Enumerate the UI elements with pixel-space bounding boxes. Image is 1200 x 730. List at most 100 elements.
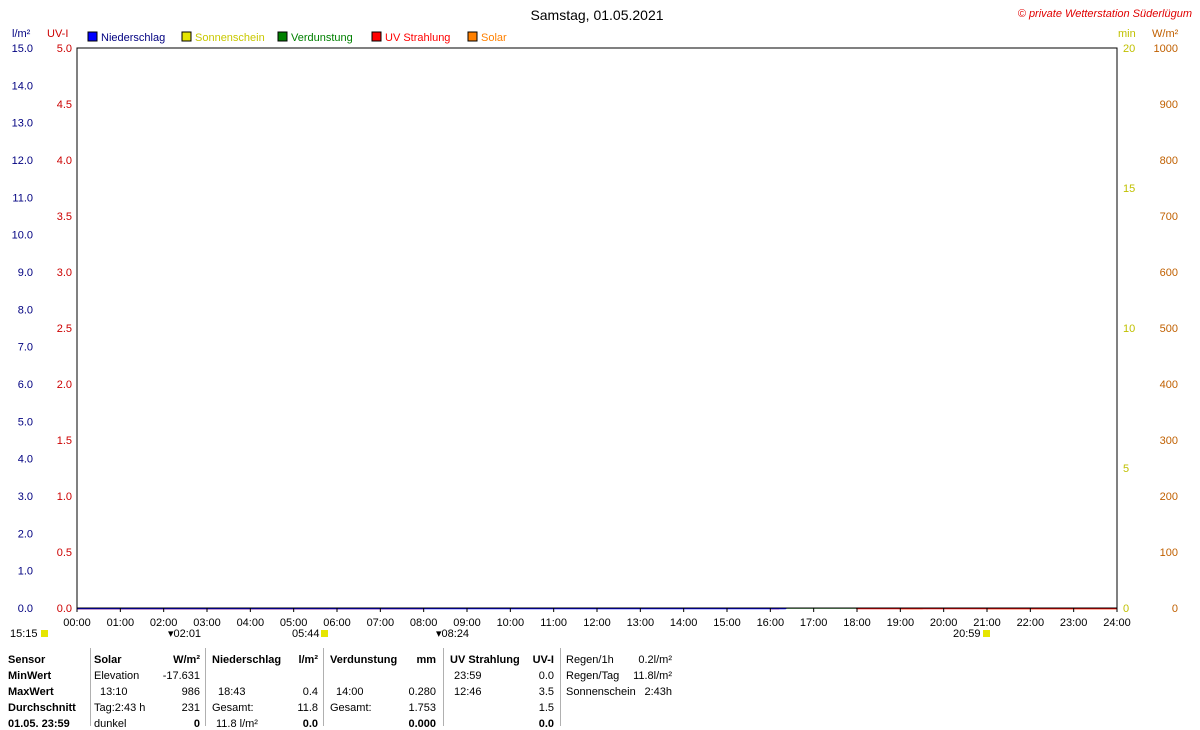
rain-tick-label: 14.0	[12, 80, 33, 92]
sun-tick-label: 20	[1123, 43, 1135, 55]
solar-tick-label: 300	[1160, 435, 1178, 447]
rain-tick-label: 4.0	[18, 454, 33, 466]
legend-swatch	[181, 31, 192, 42]
x-tick-label: 08:00	[410, 617, 438, 629]
x-tick-label: 13:00	[627, 617, 655, 629]
stats-evap-max-time: 14:00	[336, 686, 364, 698]
uv-tick-label: 3.0	[57, 267, 72, 279]
stats-rain-total-label: Gesamt:	[212, 702, 254, 714]
marker-sunset-icon	[983, 630, 990, 637]
uv-tick-label: 3.5	[57, 211, 72, 223]
stats-current-label: 01.05. 23:59	[8, 718, 70, 730]
legend-label: Niederschlag	[101, 32, 165, 44]
legend-swatch	[467, 31, 478, 42]
chart-ticks: 00:00 01:00 02:00 03:00 04:00 05:00 06:00 07:00…	[12, 43, 1178, 629]
sun-tick-label: 0	[1123, 603, 1129, 615]
stats-solar-header: Solar	[94, 654, 122, 666]
x-tick-label: 00:00	[63, 617, 91, 629]
x-tick-label: 21:00	[973, 617, 1001, 629]
x-tick-label: 06:00	[323, 617, 351, 629]
chart-legend: Niederschlag Sonnenschein Verdunstung UV St…	[87, 31, 507, 44]
solar-tick-label: 200	[1160, 491, 1178, 503]
stats-rain-total: 11.8	[297, 702, 318, 714]
x-tick-label: 07:00	[367, 617, 395, 629]
sun-tick-label: 10	[1123, 323, 1135, 335]
stats-regen-day-label: Regen/Tag	[566, 670, 620, 682]
x-tick-label: 16:00	[757, 617, 785, 629]
solar-tick-label: 600	[1160, 267, 1178, 279]
rain-tick-label: 9.0	[18, 267, 33, 279]
stats-solar-now-label: dunkel	[94, 718, 127, 730]
marker-left-time: 15:15	[10, 628, 38, 640]
uv-tick-label: 1.5	[57, 435, 72, 447]
solar-tick-label: 400	[1160, 379, 1178, 391]
stats-regen-1h: 0.2l/m²	[638, 654, 672, 666]
solar-tick-label: 500	[1160, 323, 1178, 335]
uv-tick-label: 2.5	[57, 323, 72, 335]
rain-tick-label: 0.0	[18, 603, 33, 615]
legend-swatch	[87, 31, 98, 42]
uv-tick-label: 0.5	[57, 547, 72, 559]
stats-regen-1h-label: Regen/1h	[566, 654, 614, 666]
uv-tick-label: 4.0	[57, 155, 72, 167]
stats-solar-avg-time: Tag:2:43 h	[94, 702, 146, 714]
rain-tick-label: 12.0	[12, 155, 33, 167]
x-tick-label: 20:00	[930, 617, 958, 629]
legend-swatch	[371, 31, 382, 42]
stats-uv-unit: UV-I	[532, 654, 554, 666]
solar-tick-label: 700	[1160, 211, 1178, 223]
legend-label: Solar	[481, 32, 507, 44]
stats-regen-day: 11.8l/m²	[633, 670, 672, 682]
x-tick-label: 18:00	[843, 617, 871, 629]
sun-tick-label: 5	[1123, 463, 1129, 475]
legend-label: Verdunstung	[291, 32, 353, 44]
chart-axes	[76, 47, 1118, 609]
solar-tick-label: 0	[1172, 603, 1178, 615]
legend-swatch	[277, 31, 288, 42]
x-tick-label: 15:00	[713, 617, 741, 629]
stats-solar-min: -17.631	[162, 670, 200, 682]
stats-uv-now: 0.0	[538, 718, 554, 730]
legend-label: UV Strahlung	[385, 32, 450, 44]
x-tick-label: 09:00	[453, 617, 481, 629]
x-tick-label: 12:00	[583, 617, 611, 629]
chart-title: Samstag, 01.05.2021	[530, 7, 663, 23]
rain-tick-label: 3.0	[18, 491, 33, 503]
stats-evap-total: 1.753	[408, 702, 436, 714]
rain-tick-label: 1.0	[18, 566, 33, 578]
x-tick-label: 01:00	[107, 617, 135, 629]
rain-tick-label: 11.0	[12, 192, 33, 204]
rain-tick-label: 7.0	[18, 342, 33, 354]
rain-tick-label: 8.0	[18, 304, 33, 316]
marker-twilight-start: ▾02:01	[168, 628, 201, 640]
stats-rain-now: 0.0	[302, 718, 318, 730]
rain-tick-label: 5.0	[18, 416, 33, 428]
solar-tick-label: 800	[1160, 155, 1178, 167]
legend-label: Sonnenschein	[195, 32, 265, 44]
x-tick-label: 05:00	[280, 617, 308, 629]
solar-tick-label: 100	[1160, 547, 1178, 559]
marker-sun-icon	[41, 630, 48, 637]
stats-rain-header: Niederschlag	[212, 654, 282, 666]
rain-tick-label: 2.0	[18, 528, 33, 540]
stats-uv-min-time: 23:59	[454, 670, 482, 682]
x-tick-label: 03:00	[193, 617, 221, 629]
x-tick-label: 14:00	[670, 617, 698, 629]
stats-evap-max: 0.280	[408, 686, 436, 698]
stats-solar-min-time: Elevation	[94, 670, 140, 682]
x-tick-label: 22:00	[1017, 617, 1045, 629]
x-tick-label: 23:00	[1060, 617, 1088, 629]
stats-sensor-header: Sensor	[8, 654, 46, 666]
left-unit-2: UV-I	[47, 28, 68, 40]
stats-evap-now: 0.000	[408, 718, 436, 730]
stats-evap-total-label: Gesamt:	[330, 702, 372, 714]
stats-rain-max: 0.4	[302, 686, 318, 698]
stats-uv-max-time: 12:46	[454, 686, 482, 698]
stats-solar-unit: W/m²	[173, 654, 200, 666]
stats-uv-header: UV Strahlung	[450, 654, 520, 666]
time-markers: 15:15 ▾02:01 05:44 ▾08:24 20:59	[10, 628, 990, 640]
rain-tick-label: 10.0	[12, 230, 33, 242]
uv-tick-label: 4.5	[57, 99, 72, 111]
right-unit-2: W/m²	[1152, 28, 1179, 40]
solar-tick-label: 1000	[1154, 43, 1178, 55]
